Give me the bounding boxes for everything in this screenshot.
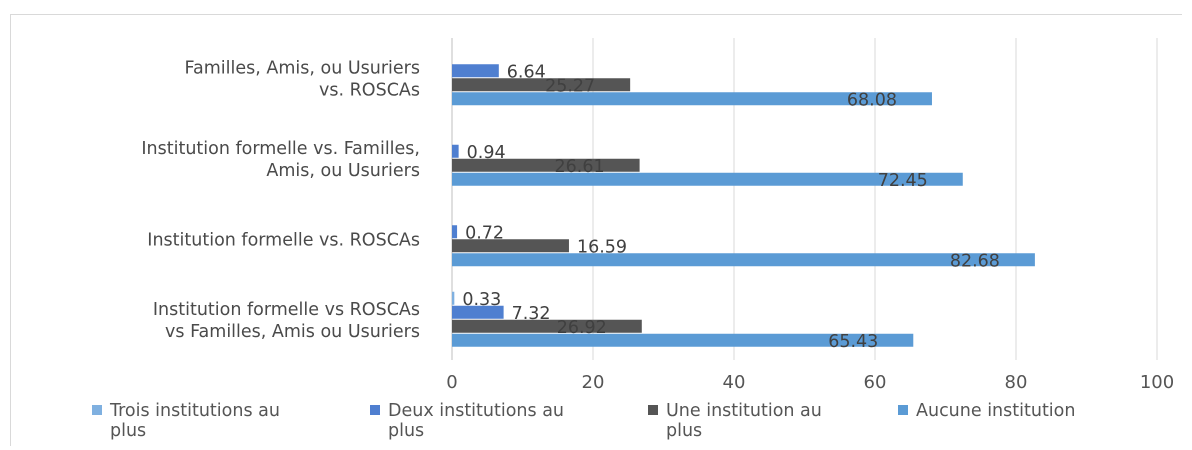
bar	[452, 319, 642, 333]
category-label: Institution formelle vs. ROSCAs	[147, 230, 420, 250]
legend-label: plus	[110, 421, 146, 441]
bar	[452, 78, 631, 92]
data-label: 72.45	[878, 171, 928, 191]
legend-label: plus	[666, 421, 702, 441]
bar	[452, 253, 1035, 267]
x-tick-label: 60	[864, 372, 887, 393]
data-label: 16.59	[577, 237, 627, 257]
bar	[452, 305, 504, 319]
legend-label: Aucune institution	[916, 401, 1075, 421]
bar	[452, 225, 458, 239]
data-label: 7.32	[512, 304, 551, 324]
data-label: 65.43	[828, 332, 878, 352]
legend-label: Une institution au	[666, 401, 822, 421]
legend-label: Deux institutions au	[388, 401, 564, 421]
bar	[452, 64, 499, 78]
legend-swatch	[898, 405, 908, 415]
legend-swatch	[370, 405, 380, 415]
x-tick-label: 40	[723, 372, 746, 393]
category-label: Institution formelle vs ROSCAs	[153, 300, 420, 320]
category-label: Familles, Amis, ou Usuriers	[185, 58, 420, 78]
legend-swatch	[648, 405, 658, 415]
legend-label: Trois institutions au	[109, 401, 280, 421]
legend-swatch	[92, 405, 102, 415]
data-label: 68.08	[847, 90, 897, 110]
x-tick-label: 80	[1005, 372, 1028, 393]
x-tick-label: 100	[1140, 372, 1174, 393]
bar	[452, 158, 640, 172]
data-label: 82.68	[950, 251, 1000, 271]
bar	[452, 239, 569, 253]
bar	[452, 144, 459, 158]
bar	[452, 92, 932, 106]
x-tick-label: 0	[446, 372, 457, 393]
x-tick-label: 20	[582, 372, 605, 393]
category-label: vs Familles, Amis ou Usuriers	[165, 322, 420, 342]
category-label: vs. ROSCAs	[319, 80, 420, 100]
legend-label: plus	[388, 421, 424, 441]
data-label: 25.27	[545, 76, 595, 96]
bar	[452, 333, 914, 347]
category-label: Institution formelle vs. Familles,	[141, 139, 420, 159]
data-label: 0.72	[465, 223, 504, 243]
data-label: 0.94	[467, 143, 506, 163]
data-label: 26.61	[555, 157, 605, 177]
data-label: 0.33	[462, 290, 501, 310]
bar	[452, 291, 455, 305]
data-label: 6.64	[507, 62, 546, 82]
category-label: Amis, ou Usuriers	[266, 161, 420, 181]
data-label: 26.92	[557, 318, 607, 338]
bar	[452, 172, 963, 186]
